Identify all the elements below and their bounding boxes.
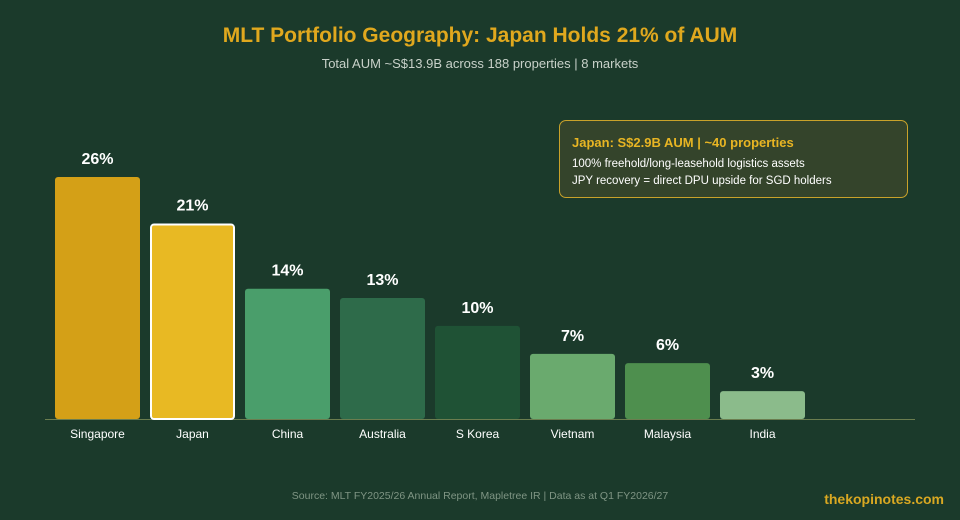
callout-line-2: JPY recovery = direct DPU upside for SGD… — [572, 175, 832, 187]
japan-callout-box: Japan: S$2.9B AUM | ~40 properties 100% … — [559, 120, 908, 198]
bar-australia — [340, 298, 425, 419]
bar-japan — [150, 223, 235, 420]
category-label-singapore: Singapore — [70, 427, 125, 441]
value-label-vietnam: 7% — [561, 328, 584, 345]
value-label-s-korea: 10% — [461, 300, 493, 317]
source-note: Source: MLT FY2025/26 Annual Report, Map… — [291, 490, 669, 502]
chart-subtitle: Total AUM ~S$13.9B across 188 properties… — [321, 56, 639, 71]
category-label-malaysia: Malaysia — [644, 427, 692, 441]
callout-title: Japan: S$2.9B AUM | ~40 properties — [572, 135, 794, 150]
category-label-s-korea: S Korea — [456, 427, 500, 441]
value-label-japan: 21% — [176, 198, 208, 215]
category-label-japan: Japan — [176, 427, 209, 441]
category-label-china: China — [272, 427, 304, 441]
brand-watermark: thekopinotes.com — [824, 491, 944, 507]
bar-malaysia — [625, 363, 710, 419]
bar-china — [245, 288, 330, 419]
bar-s-korea — [435, 325, 520, 419]
bar-vietnam — [530, 353, 615, 419]
bar-singapore — [55, 177, 140, 419]
category-label-australia: Australia — [359, 427, 406, 441]
chart-title: MLT Portfolio Geography: Japan Holds 21%… — [222, 24, 738, 47]
value-label-australia: 13% — [366, 272, 398, 289]
value-label-china: 14% — [271, 263, 303, 280]
value-label-india: 3% — [751, 365, 774, 382]
category-label-india: India — [749, 427, 775, 441]
category-label-vietnam: Vietnam — [551, 427, 595, 441]
value-label-singapore: 26% — [81, 151, 113, 168]
value-label-malaysia: 6% — [656, 337, 679, 354]
bar-india — [720, 391, 805, 419]
callout-line-1: 100% freehold/long-leasehold logistics a… — [572, 158, 805, 170]
